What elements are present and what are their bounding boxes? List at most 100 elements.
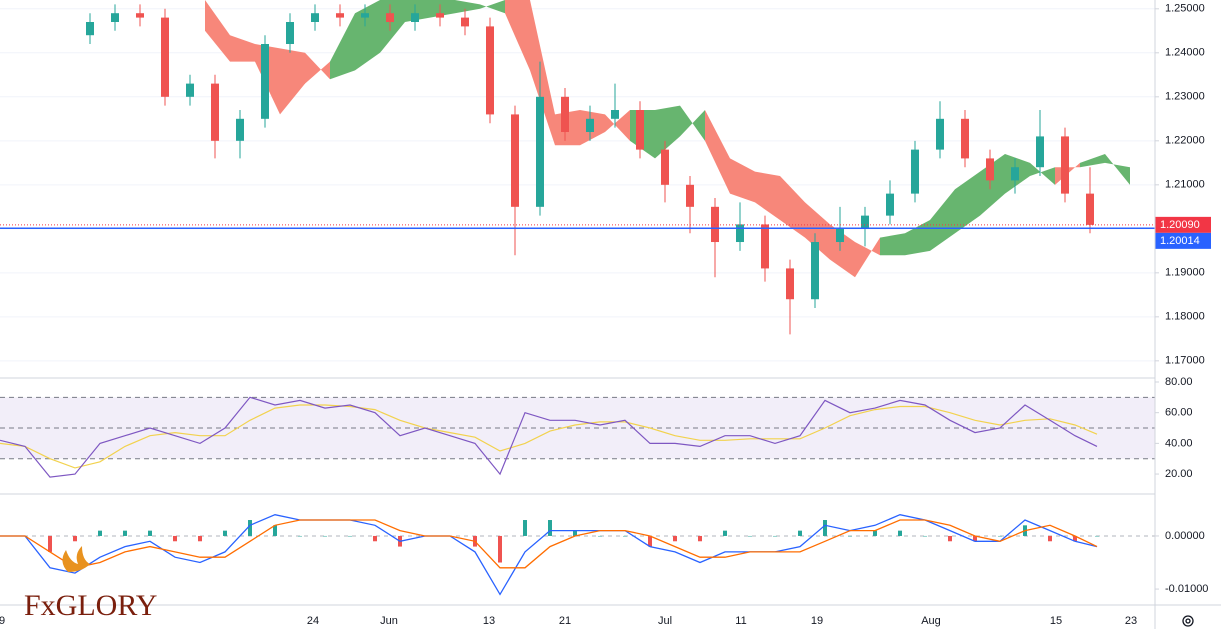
x-tick-label: 15 <box>1050 615 1062 627</box>
histogram-bar <box>48 535 52 552</box>
cloud-segment <box>880 233 905 256</box>
histogram-bar <box>148 530 152 536</box>
histogram-bar <box>823 520 827 536</box>
settings-icon[interactable] <box>1182 615 1194 627</box>
candle-body <box>486 26 494 115</box>
histogram-bar <box>248 520 252 536</box>
histogram-bar <box>973 535 977 542</box>
candle-body <box>1061 136 1069 194</box>
candle-body <box>236 118 244 141</box>
histogram-bar <box>773 535 777 537</box>
histogram-bar <box>173 535 177 542</box>
histogram-bar <box>623 535 627 537</box>
y-tick-label: 1.17000 <box>1165 355 1205 367</box>
candle-body <box>586 118 594 133</box>
x-tick-label: 9 <box>0 615 5 627</box>
logo: FxGLORY <box>24 546 157 622</box>
candle-body <box>161 17 169 97</box>
candle-body <box>86 22 94 36</box>
histogram-bar <box>273 525 277 536</box>
y-tick-label: 1.22000 <box>1165 135 1205 147</box>
x-tick-label: Aug <box>921 615 941 627</box>
cloud-segment <box>1105 154 1130 185</box>
histogram-bar <box>73 535 77 542</box>
y-tick-label: 40.00 <box>1165 437 1193 449</box>
axes: 1.25000 1.24000 1.23000 1.22000 1.21000 1.200… <box>0 3 1211 627</box>
cloud-segment <box>1080 154 1105 168</box>
candle-body <box>611 110 619 119</box>
histogram-bar <box>373 535 377 542</box>
cloud-segment <box>805 202 830 260</box>
histogram-bar <box>1095 535 1099 537</box>
macd-pane <box>0 514 1155 596</box>
candle-body <box>111 13 119 23</box>
candle-body <box>311 13 319 23</box>
rsi-line <box>0 404 1098 469</box>
cloud-segment <box>780 176 805 238</box>
histogram-bar <box>598 535 602 537</box>
histogram-bar <box>223 530 227 536</box>
y-tick-label: -0.01000 <box>1165 583 1208 595</box>
price-label-box <box>1155 232 1211 249</box>
histogram-bar <box>1073 535 1077 542</box>
x-tick-label: Jul <box>658 615 672 627</box>
histogram-bar <box>848 535 852 537</box>
candle-body <box>886 193 894 216</box>
candle-body <box>861 215 869 229</box>
cloud-segment <box>755 171 780 221</box>
candle-body <box>736 224 744 243</box>
y-tick-label: 1.23000 <box>1165 91 1205 103</box>
x-tick-label: Jun <box>380 615 398 627</box>
histogram-bar <box>648 535 652 547</box>
candle-body <box>336 13 344 18</box>
histogram-bar <box>198 535 202 542</box>
price-label-box <box>1155 216 1211 233</box>
rsi-pane <box>0 396 1155 478</box>
candle-body <box>361 13 369 18</box>
histogram-bar <box>673 535 677 542</box>
cloud-segment <box>455 0 480 14</box>
cloud-segment <box>355 0 380 71</box>
x-tick-label: 19 <box>811 615 823 627</box>
cloud-segment <box>205 0 230 62</box>
histogram-bar <box>323 535 327 537</box>
cloud-segment <box>530 0 555 146</box>
x-tick-label: 11 <box>735 615 746 627</box>
histogram-bar <box>348 535 352 537</box>
cloud-segment <box>230 35 255 62</box>
candle-body <box>561 96 569 133</box>
candle-body <box>386 13 394 23</box>
cloud-segment <box>330 13 355 80</box>
histogram-bar <box>948 535 952 542</box>
cloud-segment <box>955 171 980 234</box>
candle-body <box>211 83 219 141</box>
rsi-line <box>0 396 1098 478</box>
candle-body <box>986 158 994 181</box>
candle-body <box>411 13 419 23</box>
histogram-bar <box>923 535 927 537</box>
cloud-segment <box>380 0 405 53</box>
cloud-segment <box>505 0 530 71</box>
y-tick-label: 80.00 <box>1165 376 1193 388</box>
histogram-bar <box>873 530 877 536</box>
candle-body <box>836 228 844 243</box>
histogram-bar <box>748 535 752 537</box>
cloud-segment <box>705 110 730 194</box>
candle-body <box>636 110 644 150</box>
x-tick-label: 21 <box>559 615 571 627</box>
candle-body <box>136 13 144 18</box>
candle-body <box>961 118 969 159</box>
histogram-bar <box>523 520 527 536</box>
y-tick-label: 60.00 <box>1165 407 1193 419</box>
cloud-segment <box>930 189 955 251</box>
candle-body <box>1011 167 1019 181</box>
candle-body <box>661 149 669 185</box>
price-pane <box>0 0 1155 362</box>
cloud-segment <box>855 237 880 278</box>
histogram-bar <box>698 535 702 542</box>
cloud-segment <box>605 110 630 141</box>
candle-body <box>186 83 194 97</box>
cloud-segment <box>1030 162 1055 185</box>
x-tick-label: 24 <box>307 615 319 627</box>
x-tick-label: 23 <box>1125 615 1137 627</box>
